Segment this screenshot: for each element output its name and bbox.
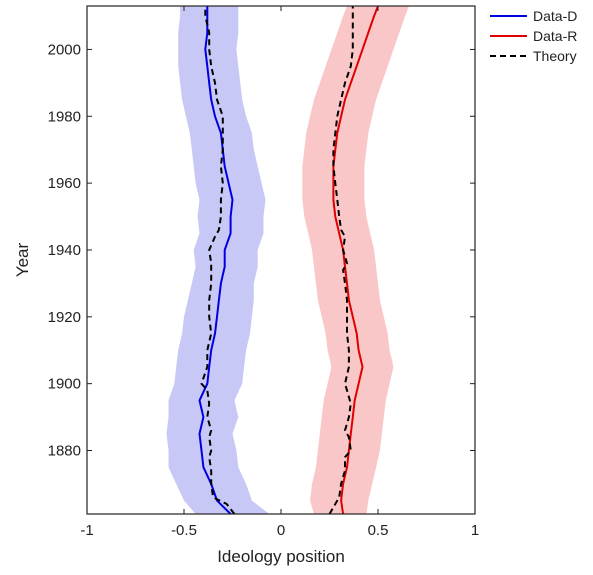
y-tick-label: 1980 [48,108,81,125]
plot-area [87,6,475,514]
plot-frame [86,5,476,515]
x-tick-label: -1 [80,522,93,539]
x-tick-label: 0 [277,522,285,539]
x-tick-label: -0.5 [171,522,197,539]
x-axis-title: Ideology position [217,547,345,566]
y-tick-label: 1960 [48,175,81,192]
theory-legend-label: Theory [533,48,577,64]
data-d-confidence-band [166,6,270,514]
data-d-legend-label: Data-D [533,8,577,24]
legend: Data-D Data-R Theory [490,8,577,64]
x-tick-label: 0.5 [368,522,389,539]
theory-line-2 [328,6,354,514]
y-tick-label: 1920 [48,309,81,326]
y-tick-label: 1940 [48,242,81,259]
data-r-legend-label: Data-R [533,28,577,44]
y-tick-label: 1880 [48,443,81,460]
data-d-line [198,6,234,514]
y-axis-title: Year [13,242,32,277]
y-tick-label: 1900 [48,376,81,393]
data-r-line [332,6,379,514]
x-tick-label: 1 [471,522,479,539]
theory-line-1 [200,6,236,514]
data-r-confidence-band [302,6,409,514]
y-tick-label: 2000 [48,41,81,58]
